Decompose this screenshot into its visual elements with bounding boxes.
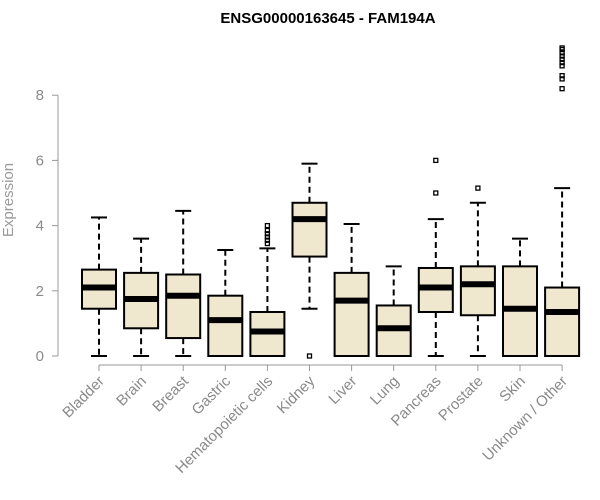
outlier-point [559, 56, 565, 62]
x-tick-label: Kidney [274, 372, 319, 417]
box-liver [333, 222, 370, 357]
x-tick-label: Brain [113, 373, 150, 410]
box-hematopoietic-cells [249, 222, 286, 357]
outlier-point [559, 59, 565, 66]
outlier-point [475, 185, 481, 191]
box-lung [375, 265, 412, 357]
box-prostate [459, 185, 496, 357]
y-tick-label: 2 [36, 283, 44, 300]
box-iqr [291, 201, 328, 258]
outlier-point [559, 53, 565, 59]
outlier-point [559, 50, 565, 56]
outlier-point [264, 231, 271, 237]
outlier-point [433, 190, 439, 196]
y-tick-label: 8 [36, 87, 44, 104]
outlier-point [559, 86, 565, 92]
outlier-point [559, 72, 565, 79]
box-unknown-other [544, 45, 581, 358]
box-iqr [165, 273, 202, 340]
x-tick-label: Skin [496, 373, 529, 406]
y-axis: 0 2 4 6 8 [36, 87, 59, 365]
outlier-point [264, 234, 271, 240]
outlier-point [559, 76, 565, 82]
outlier-point [433, 157, 439, 164]
box-iqr [544, 286, 581, 358]
y-tick-label: 4 [36, 218, 44, 235]
chart-title: ENSG00000163645 - FAM194A [220, 10, 435, 27]
outlier-point [264, 240, 271, 247]
y-tick-label: 0 [36, 348, 44, 365]
y-tick-label: 6 [36, 152, 44, 169]
box-brain [123, 237, 160, 357]
outlier-point [264, 227, 271, 234]
x-tick-label: Prostate [435, 373, 487, 425]
box-gastric [207, 249, 244, 358]
x-tick-label: Breast [149, 372, 192, 415]
box-bladder [81, 216, 117, 357]
box-pancreas [417, 157, 454, 357]
box-iqr [333, 271, 370, 357]
x-tick-label: Lung [367, 373, 403, 409]
y-axis-label: Expression [0, 163, 17, 237]
boxes-layer [81, 45, 581, 359]
box-kidney [291, 162, 328, 359]
outlier-point [559, 45, 565, 51]
outlier-point [264, 237, 271, 243]
outlier-point [264, 222, 271, 229]
box-iqr [459, 265, 496, 317]
x-tick-label: Liver [325, 373, 360, 408]
box-breast [165, 209, 202, 357]
outlier-point [306, 353, 313, 359]
box-iqr [207, 294, 244, 358]
box-skin [502, 237, 538, 358]
x-tick-label: Bladder [59, 373, 108, 422]
outlier-point [559, 63, 565, 69]
